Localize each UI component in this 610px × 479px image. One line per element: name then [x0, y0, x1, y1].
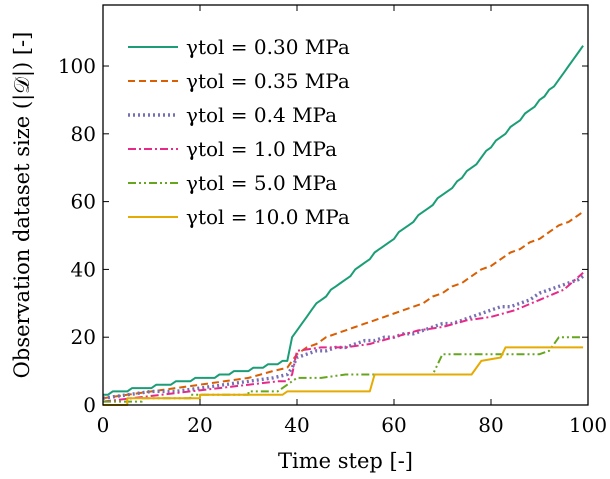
x-tick-label: 100 — [569, 413, 607, 437]
legend-label-1: γtol = 0.35 MPa — [186, 69, 350, 93]
y-tick-label: 20 — [71, 325, 96, 349]
y-axis-title: Observation dataset size (|𝒟|) [-] — [10, 32, 35, 379]
x-tick-label: 20 — [187, 413, 212, 437]
x-tick-label: 60 — [381, 413, 406, 437]
legend-label-4: γtol = 5.0 MPa — [186, 171, 337, 195]
legend-label-2: γtol = 0.4 MPa — [186, 103, 337, 127]
series-line-3 — [102, 272, 584, 403]
legend-label-5: γtol = 10.0 MPa — [186, 205, 350, 229]
series-line-0 — [103, 45, 584, 396]
x-axis-title: Time step [-] — [278, 449, 413, 473]
series-line-5 — [103, 346, 584, 406]
legend-label-0: γtol = 0.30 MPa — [186, 35, 350, 59]
y-tick-label: 60 — [71, 190, 96, 214]
x-tick-label: 80 — [478, 413, 503, 437]
legend-label-3: γtol = 1.0 MPa — [186, 137, 337, 161]
x-tick-label: 40 — [284, 413, 309, 437]
x-tick-label: 0 — [97, 413, 110, 437]
y-tick-label: 0 — [83, 393, 96, 417]
series-line-4 — [103, 336, 584, 403]
y-tick-label: 40 — [71, 257, 96, 281]
y-tick-label: 100 — [58, 54, 96, 78]
series-line-1 — [102, 210, 584, 400]
axes-frame — [102, 4, 589, 406]
ticks-layer: 0 20 40 60 80 100 0 20 40 60 80 100 — [58, 5, 607, 437]
y-tick-label: 80 — [71, 122, 96, 146]
legend: γtol = 0.30 MPa γtol = 0.35 MPa γtol = 0.4… — [128, 35, 350, 229]
series-line-2 — [102, 274, 585, 400]
series-layer — [102, 45, 585, 406]
